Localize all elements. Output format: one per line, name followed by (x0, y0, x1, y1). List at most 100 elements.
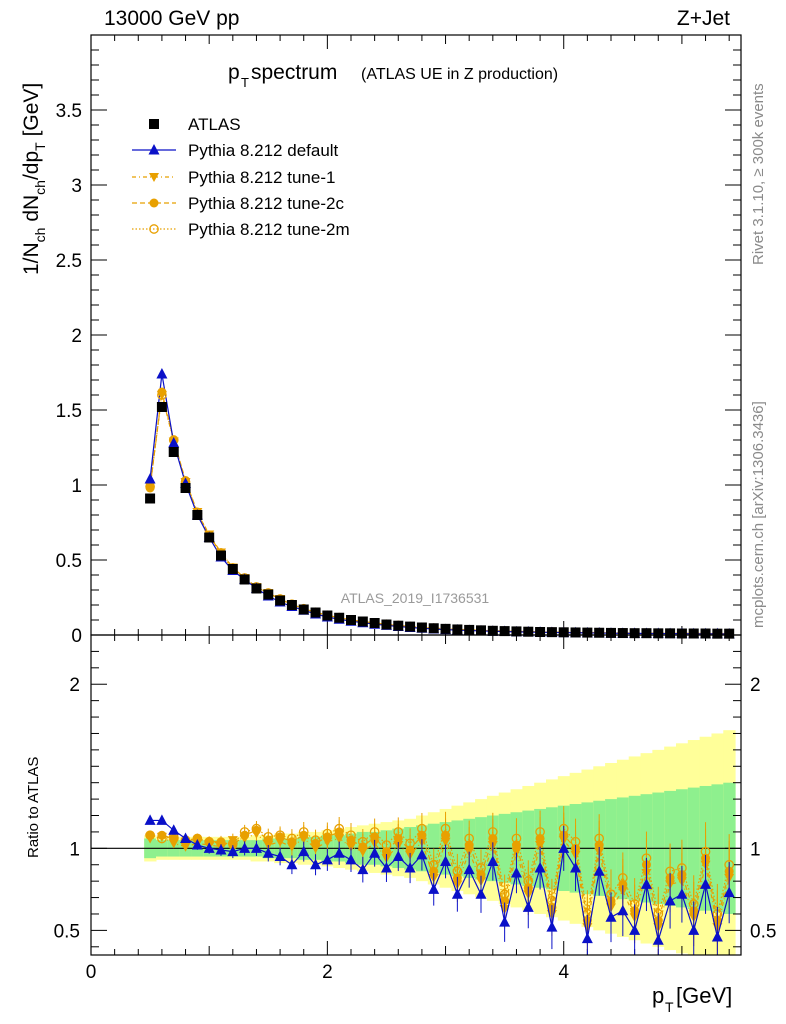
y-tick-label: 0 (71, 626, 82, 647)
ratio-point (380, 862, 392, 873)
ratio-point (581, 932, 593, 944)
ratio-point (357, 863, 369, 875)
ratio-point (534, 862, 546, 873)
data-point (724, 628, 735, 639)
data-point (357, 616, 368, 627)
data-point (653, 628, 664, 639)
data-point (594, 627, 605, 638)
ylabel-a: 1/N (20, 242, 43, 275)
data-point (452, 624, 463, 635)
analysis-id: ATLAS_2019_I1736531 (341, 590, 490, 606)
legend-marker (148, 144, 160, 155)
title-sub: T (241, 75, 249, 90)
data-point (428, 623, 439, 634)
ratio-point (404, 862, 416, 873)
x-axis-label: p T [GeV] (652, 983, 732, 1015)
data-point (606, 627, 616, 638)
legend-label: ATLAS (188, 115, 241, 134)
ratio-point (676, 888, 688, 899)
y-axis-label: 1/Nch dNch/dpT [GeV] (20, 83, 48, 275)
legend-marker (149, 119, 159, 129)
process-label: Z+Jet (677, 7, 730, 30)
ratio-point (629, 924, 641, 935)
legend-label: Pythia 8.212 default (188, 141, 339, 160)
ratio-point (546, 921, 558, 932)
ratio-point (145, 834, 156, 844)
x-tick-label: 2 (322, 962, 333, 983)
data-point (676, 628, 687, 639)
ratio-frame (90, 634, 742, 956)
ratio-point (251, 829, 262, 839)
y-tick-label: 3 (71, 176, 82, 197)
legend-label: Pythia 8.212 tune-2m (188, 220, 350, 239)
ratio-point (463, 863, 475, 875)
ylabel-g: [GeV] (20, 83, 43, 143)
y-tick-label: 2.5 (56, 251, 82, 272)
legend-label: Pythia 8.212 tune-2c (188, 194, 344, 213)
ratio-point (593, 865, 605, 876)
x-tick-label: 4 (558, 962, 569, 983)
xlabel-unit: [GeV] (676, 983, 732, 1008)
ratio-point (239, 842, 251, 853)
legend-marker (149, 224, 159, 234)
data-point (204, 532, 215, 543)
ratio-point (510, 866, 522, 878)
title-rest: spectrum (251, 61, 337, 84)
data-point (168, 447, 179, 457)
ratio-point (191, 839, 203, 850)
ratio-point (700, 878, 712, 889)
ratio-point (227, 836, 238, 846)
ratio-point (333, 847, 345, 858)
data-point (310, 607, 321, 618)
ratio-point (262, 847, 274, 858)
data-point (227, 564, 238, 574)
ratio-point (723, 886, 735, 898)
data-point (641, 628, 652, 639)
data-point (156, 391, 167, 400)
ratio-y-label: Ratio to ATLAS (25, 757, 42, 858)
ylabel-b: ch (32, 228, 48, 243)
ratio-point (357, 847, 368, 857)
y-tick-label: 3.5 (56, 101, 82, 122)
ratio-point (688, 924, 700, 935)
data-point (712, 628, 723, 639)
ratio-point (617, 904, 629, 916)
ratio-point (392, 850, 404, 862)
data-point (156, 402, 167, 412)
y-tick-label: 1.5 (56, 401, 82, 422)
x-tick-label: 0 (86, 962, 97, 983)
ratio-point (522, 901, 534, 912)
data-point (168, 437, 180, 448)
rivet-label: Rivet 3.1.10, ≥ 300k events (750, 83, 767, 265)
data-point (688, 628, 699, 639)
ratio-point (310, 844, 321, 854)
ratio-point (558, 842, 570, 853)
data-point (322, 610, 333, 621)
ratio-panel: 0 2 4 0.5 0.5 1 1 2 2 (54, 635, 776, 983)
ratio-point (275, 837, 286, 847)
ratio-tick-label: 0.5 (750, 921, 776, 942)
ratio-point (369, 847, 381, 858)
ratio-point (298, 845, 310, 857)
ratio-point (227, 845, 239, 857)
svg-text:1/Nch dNch/dpT [GeV]: 1/Nch dNch/dpT [GeV] (20, 83, 48, 275)
ratio-point (711, 930, 723, 942)
data-point (511, 626, 522, 637)
ratio-point (652, 934, 664, 945)
data-point (440, 623, 451, 634)
ratio-point (274, 850, 286, 862)
ratio-point (286, 842, 297, 852)
data-point (546, 627, 557, 638)
ratio-point (298, 834, 309, 844)
data-point (192, 510, 203, 520)
ratio-point (664, 894, 676, 906)
data-point (381, 619, 392, 630)
data-point (180, 483, 191, 493)
y-tick-label: 1 (71, 476, 82, 497)
ratio-point (321, 853, 333, 865)
data-point (263, 589, 274, 600)
data-point (334, 612, 345, 623)
ratio-point (605, 911, 617, 922)
data-point (464, 624, 475, 635)
